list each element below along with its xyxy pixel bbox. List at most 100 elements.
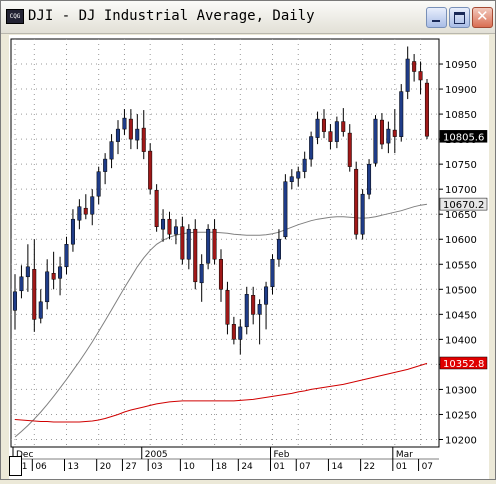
candle-body (115, 128, 120, 142)
candle-body (405, 58, 410, 92)
candle-body (212, 228, 217, 260)
candle-body (360, 193, 365, 235)
close-button[interactable]: ✕ (472, 7, 493, 28)
candle-body (399, 91, 404, 137)
candle-body (225, 290, 230, 325)
candle-body (167, 218, 172, 235)
candle-body (128, 118, 133, 140)
day-label: 13 (68, 462, 79, 472)
day-label: 24 (241, 462, 253, 472)
chart-scroll-handle[interactable] (9, 456, 22, 476)
study-value-marker (439, 356, 488, 370)
candle-body (289, 176, 294, 182)
candle-body (244, 294, 249, 328)
candle-body (25, 266, 30, 278)
candle-body (51, 273, 56, 280)
price-tick-label: 10400 (445, 335, 477, 346)
candle-body (315, 118, 320, 138)
price-tick-label: 10200 (445, 435, 477, 446)
candle-body (199, 264, 204, 284)
candle-body (148, 150, 153, 190)
candle-body (424, 82, 429, 137)
day-label: 06 (35, 462, 47, 472)
candle-body (186, 228, 191, 260)
maximize-button[interactable] (449, 7, 470, 28)
candle-body (45, 271, 50, 303)
candle-body (64, 244, 69, 268)
plot-area (10, 38, 440, 448)
price-tick-label: 10300 (445, 385, 477, 396)
candle-body (328, 131, 333, 142)
candle-body (83, 207, 88, 215)
study-value-label: 10352.8 (443, 359, 484, 370)
candle-body (32, 269, 37, 320)
candle-body (283, 181, 288, 238)
price-tick-label: 10250 (445, 410, 477, 421)
candle-body (367, 163, 372, 195)
maximize-icon (454, 12, 465, 24)
candle-body (70, 218, 75, 245)
candle-body (321, 118, 326, 132)
candle-body (257, 304, 262, 315)
price-tick-label: 10500 (445, 285, 477, 296)
candle-body (154, 189, 159, 227)
day-label: 01 (396, 462, 407, 472)
day-label: 01 (274, 462, 285, 472)
study-value-marker (439, 197, 488, 211)
candle-body (341, 121, 346, 132)
candle-body (141, 127, 146, 152)
day-label: 18 (216, 462, 228, 472)
day-label: 10 (183, 462, 195, 472)
candle-body (161, 218, 166, 230)
candle-body (386, 128, 391, 144)
price-tick-label: 10900 (445, 85, 477, 96)
price-tick-label: 10650 (445, 210, 477, 221)
cqg-app-icon[interactable]: CQG (6, 9, 24, 24)
minimize-button[interactable] (426, 7, 447, 28)
candle-body (296, 171, 301, 179)
candle-body (173, 226, 178, 235)
price-tick-label: 10750 (445, 160, 477, 171)
day-label: 22 (364, 462, 375, 472)
close-icon: ✕ (476, 7, 489, 25)
candle-body (392, 129, 397, 137)
candle-body (193, 228, 198, 283)
title-bar[interactable]: CQG DJI - DJ Industrial Average, Daily ✕ (1, 1, 495, 34)
month-label: Mar (396, 450, 413, 460)
candle-body (238, 326, 243, 340)
candle-body (122, 117, 127, 130)
candle-body (180, 226, 185, 260)
candle-body (276, 238, 281, 260)
day-label: 07 (299, 462, 310, 472)
price-tick-label: 10450 (445, 310, 477, 321)
month-label: Feb (274, 450, 290, 460)
candle-body (334, 121, 339, 142)
month-label: Dec (16, 450, 33, 460)
day-label: 14 (331, 462, 343, 472)
candle-body (58, 266, 63, 279)
moving-average-gray-line (14, 203, 428, 438)
price-tick-label: 10950 (445, 60, 477, 71)
candle-body (218, 259, 223, 290)
price-chart-canvas[interactable]: 1095010900108501080010750107001065010600… (9, 35, 489, 479)
candle-body (109, 141, 114, 160)
day-label: 20 (100, 462, 112, 472)
price-tick-label: 10700 (445, 185, 477, 196)
price-tick-label: 10850 (445, 110, 477, 121)
candle-body (251, 295, 256, 315)
day-label: 03 (151, 462, 162, 472)
candle-body (38, 301, 43, 319)
candle-body (302, 158, 307, 172)
candle-body (373, 118, 378, 164)
candle-body (347, 132, 352, 167)
candle-body (354, 168, 359, 235)
candle-body (270, 259, 275, 288)
price-chart[interactable]: 1095010900108501080010750107001065010600… (9, 35, 489, 479)
candle-body (418, 71, 423, 81)
last-price-label: 10805.6 (443, 132, 484, 143)
candle-body (264, 286, 269, 305)
candle-body (103, 158, 108, 172)
candle-body (77, 206, 82, 221)
minimize-icon (432, 20, 440, 22)
